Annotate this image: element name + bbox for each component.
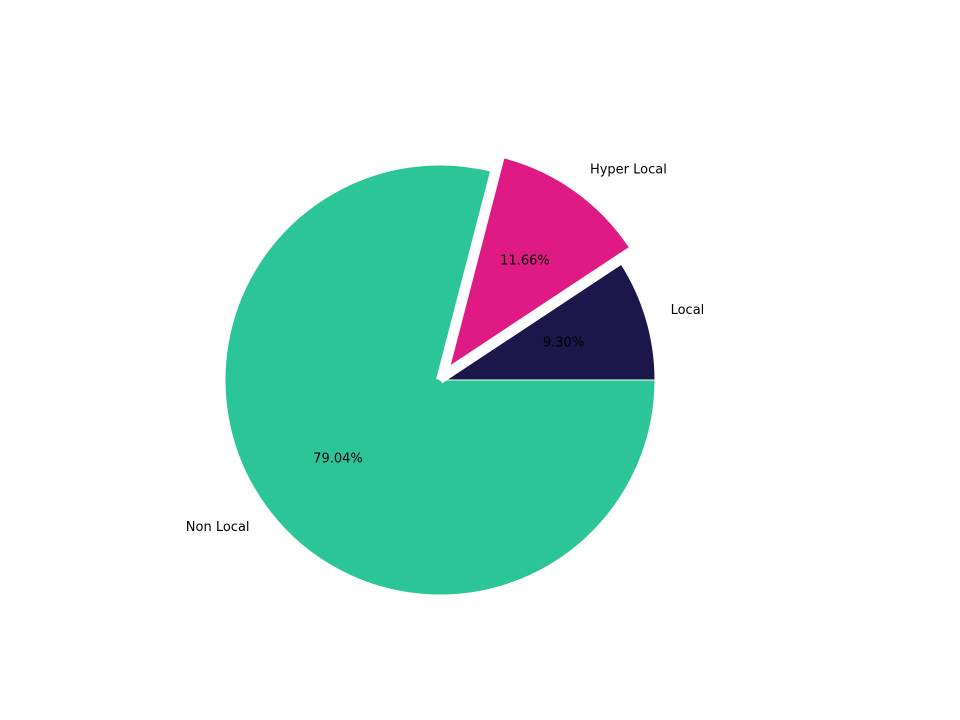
pct-label-0: 9.30% — [543, 335, 584, 350]
pct-label-1: 11.66% — [500, 254, 550, 269]
pie-chart: 9.30% Local 11.66% Hyper Local 79.04% Non Loc… — [0, 0, 960, 720]
slice-label-2: Non Local — [186, 520, 250, 535]
pct-label-2: 79.04% — [313, 451, 363, 466]
slice-label-0: Local — [671, 303, 705, 318]
slice-label-1: Hyper Local — [590, 163, 667, 178]
